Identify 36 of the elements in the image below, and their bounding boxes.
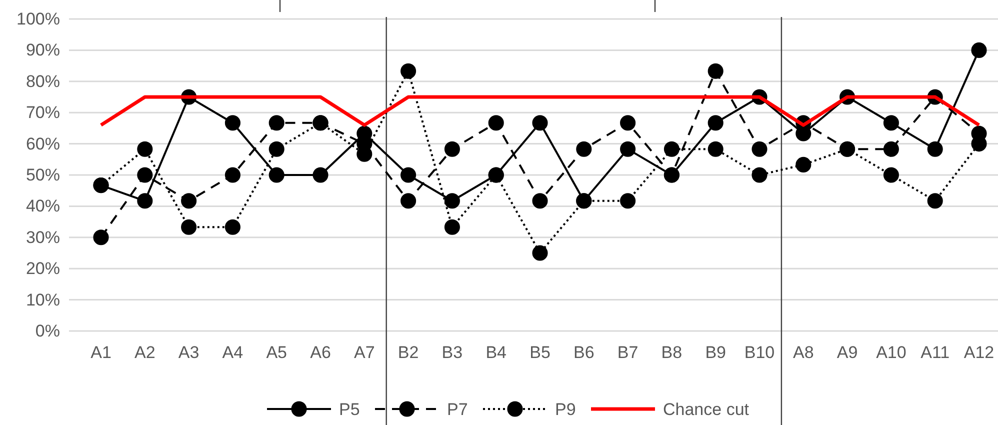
x-tick-label: A8 [793, 343, 814, 362]
legend-label: Chance cut [663, 400, 750, 419]
legend-label: P7 [447, 400, 468, 419]
y-tick-label: 100% [16, 9, 60, 28]
y-tick-label: 0% [35, 321, 60, 340]
y-tick-label: 50% [26, 165, 60, 184]
x-tick-label: A6 [310, 343, 331, 362]
x-tick-label: A9 [836, 343, 858, 362]
x-tick-label: B7 [617, 343, 638, 362]
x-tick-label: B3 [442, 343, 463, 362]
x-tick-label: A10 [876, 343, 906, 362]
x-tick-label: A7 [354, 343, 375, 362]
x-tick-label: B6 [574, 343, 594, 362]
x-tick-label: B9 [705, 343, 726, 362]
x-tick-label: B10 [744, 343, 775, 362]
y-tick-label: 20% [26, 259, 60, 278]
y-tick-label: 60% [26, 134, 60, 154]
y-tick-label: 80% [26, 72, 60, 91]
x-tick-label: B2 [398, 343, 419, 362]
legend-label: P9 [555, 400, 576, 419]
x-tick-label: A5 [266, 343, 287, 362]
x-tick-label: A12 [964, 343, 994, 362]
x-tick-label: A2 [134, 343, 156, 362]
x-tick-label: A1 [90, 343, 112, 362]
y-tick-label: 40% [26, 196, 60, 216]
legend-label: P5 [339, 400, 360, 419]
x-tick-label: B5 [530, 343, 550, 362]
y-tick-label: 10% [26, 290, 60, 310]
x-tick-label: A11 [920, 343, 950, 362]
y-tick-label: 70% [26, 103, 60, 122]
x-tick-label: B8 [661, 343, 682, 362]
x-tick-label: B4 [486, 343, 506, 362]
x-tick-label: A3 [178, 343, 200, 362]
y-tick-label: 90% [26, 40, 60, 60]
y-tick-label: 30% [26, 228, 60, 247]
x-tick-label: A4 [222, 343, 244, 362]
